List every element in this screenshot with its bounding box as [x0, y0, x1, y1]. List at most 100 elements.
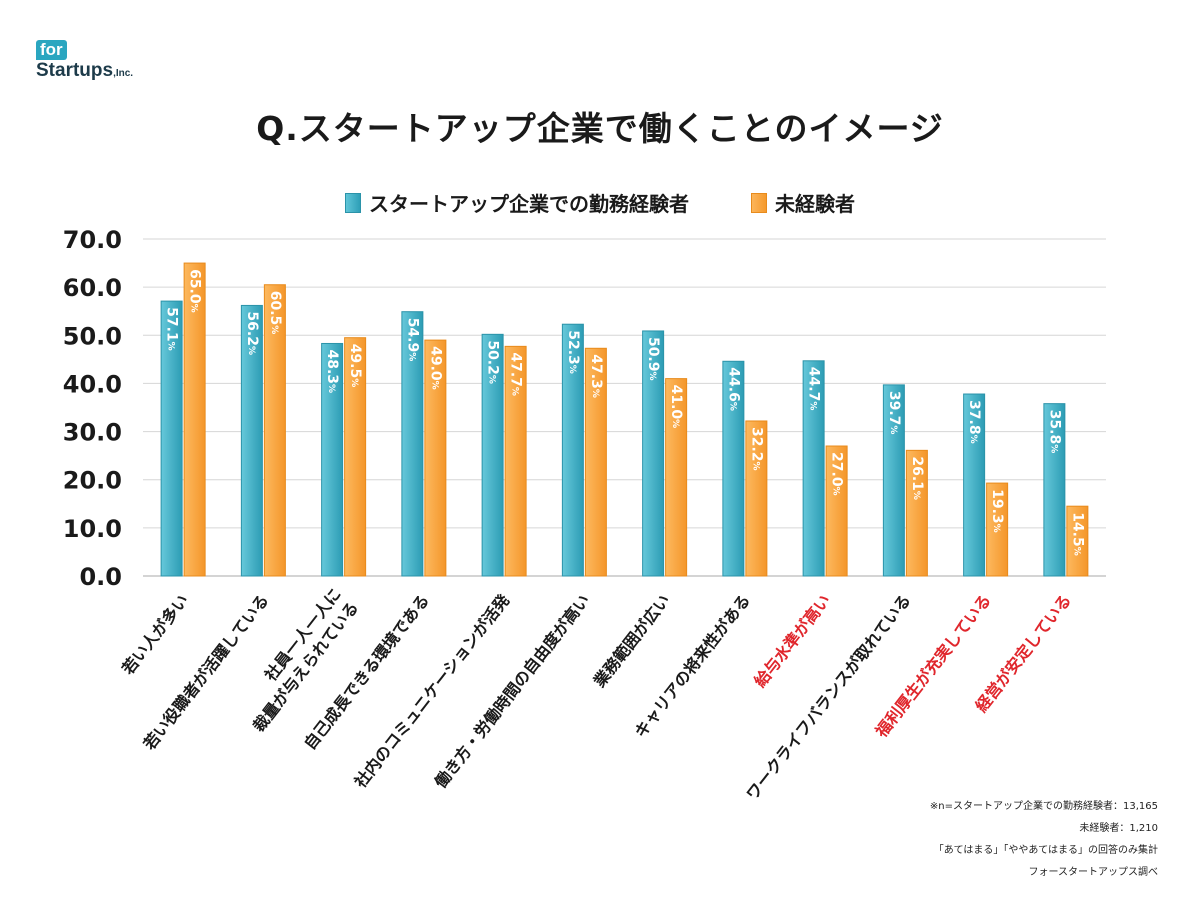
data-label: 47.7%	[508, 352, 524, 396]
x-category-label-line: 働き方・労働時間の自由度が高い	[430, 591, 593, 793]
data-label: 39.7%	[886, 391, 902, 435]
data-label: 60.5%	[267, 291, 283, 335]
y-tick-label: 40.0	[63, 370, 122, 398]
data-label: 14.5%	[1069, 512, 1085, 556]
data-label-value: 57.1	[164, 307, 180, 342]
data-label: 44.6%	[725, 367, 741, 411]
data-label: 65.0%	[187, 269, 203, 313]
data-label-unit: %	[189, 304, 199, 313]
logo-suffix: ,Inc.	[113, 68, 134, 79]
bar-experienced	[160, 300, 183, 577]
legend-label-experienced: スタートアップ企業での勤務経験者	[369, 192, 689, 216]
bar-experienced	[802, 360, 825, 577]
bar-experienced	[561, 323, 584, 577]
data-label: 56.2%	[244, 311, 260, 355]
data-label: 37.8%	[966, 400, 982, 444]
data-label: 47.3%	[588, 354, 604, 398]
chart-title: Q.スタートアップ企業で働くことのイメージ	[256, 109, 944, 148]
company-logo: for Startups,Inc.	[36, 40, 133, 84]
x-category-label-line: 給与水準が高い	[750, 591, 834, 691]
data-label-unit: %	[831, 487, 841, 496]
data-label-unit: %	[327, 384, 337, 393]
data-label-value: 37.8	[966, 400, 982, 435]
legend-swatch-teal	[345, 192, 361, 213]
y-tick-label: 60.0	[63, 274, 122, 302]
data-label-unit: %	[888, 425, 898, 434]
data-label-value: 44.6	[725, 367, 741, 402]
data-label-value: 19.3	[989, 489, 1005, 524]
bar-inexperienced	[1066, 505, 1089, 577]
data-label-unit: %	[350, 378, 360, 387]
bar-experienced	[481, 333, 504, 577]
legend-swatch-orange	[751, 192, 767, 213]
legend-label-inexperienced: 未経験者	[775, 192, 855, 216]
data-label-unit: %	[648, 371, 658, 380]
y-tick-label: 30.0	[63, 419, 122, 447]
data-label: 54.9%	[404, 318, 420, 362]
data-label-value: 47.3	[588, 354, 604, 389]
bar-inexperienced	[504, 345, 527, 577]
data-label-value: 56.2	[244, 311, 260, 346]
data-label-unit: %	[969, 435, 979, 444]
data-label: 27.0%	[829, 452, 845, 496]
x-category-label: 給与水準が高い	[750, 591, 834, 691]
logo-badge: for	[36, 40, 67, 60]
data-label-value: 35.8	[1046, 410, 1062, 445]
data-label-value: 49.5	[347, 344, 363, 379]
data-label: 49.5%	[347, 344, 363, 388]
legend-item-inexperienced: 未経験者	[751, 188, 855, 217]
x-category-label: 働き方・労働時間の自由度が高い	[430, 591, 593, 793]
data-label: 26.1%	[909, 456, 925, 500]
data-label-unit: %	[1072, 547, 1082, 556]
data-label-unit: %	[430, 381, 440, 390]
data-label-value: 49.0	[427, 346, 443, 381]
bar-inexperienced	[424, 339, 447, 577]
data-label-value: 60.5	[267, 291, 283, 326]
data-label: 50.2%	[485, 340, 501, 384]
data-label-value: 32.2	[748, 427, 764, 462]
data-label-value: 39.7	[886, 391, 902, 426]
data-label: 48.3%	[324, 349, 340, 393]
data-label-unit: %	[1049, 444, 1059, 453]
data-label-value: 48.3	[324, 349, 340, 384]
data-label: 49.0%	[427, 346, 443, 390]
bar-inexperienced	[825, 445, 848, 577]
data-label-unit: %	[728, 402, 738, 411]
bar-inexperienced	[745, 420, 768, 577]
bar-inexperienced	[183, 262, 206, 577]
y-tick-label: 0.0	[79, 563, 122, 591]
x-category-label-line: 業務範囲が広い	[589, 591, 674, 692]
data-label-value: 41.0	[668, 385, 684, 420]
data-label-unit: %	[246, 346, 256, 355]
x-category-label: 社内のコミュニケーションが活発	[350, 590, 514, 792]
data-label: 19.3%	[989, 489, 1005, 533]
x-category-label: ワークライフバランスが取れている	[742, 591, 914, 804]
bar-inexperienced	[344, 337, 367, 577]
bar-inexperienced	[986, 482, 1009, 577]
x-category-label: 業務範囲が広い	[589, 591, 674, 692]
data-label-unit: %	[269, 325, 279, 334]
bar-experienced	[321, 342, 344, 577]
data-label-value: 14.5	[1069, 512, 1085, 547]
bar-experienced	[642, 330, 665, 577]
bar-experienced	[882, 384, 905, 577]
data-label-value: 26.1	[909, 456, 925, 491]
data-label-value: 50.2	[485, 340, 501, 375]
data-label-unit: %	[751, 462, 761, 471]
footnotes: ※n=スタートアップ企業での勤務経験者：13,165 未経験者：1,210 「あ…	[930, 796, 1158, 884]
footnote-sample: ※n=スタートアップ企業での勤務経験者：13,165	[929, 801, 1158, 812]
legend-item-experienced: スタートアップ企業での勤務経験者	[345, 188, 689, 217]
data-label: 41.0%	[668, 385, 684, 429]
logo-name-text: Startups	[36, 60, 114, 81]
data-label-value: 27.0	[829, 452, 845, 487]
data-label: 35.8%	[1046, 410, 1062, 454]
y-tick-label: 10.0	[63, 515, 122, 543]
data-label-unit: %	[671, 419, 681, 428]
bar-inexperienced	[665, 378, 688, 577]
data-label-value: 47.7	[508, 352, 524, 387]
footnote-inexperienced: 未経験者：1,210	[1079, 823, 1158, 834]
chart-legend: スタートアップ企業での勤務経験者 未経験者	[0, 188, 1200, 217]
data-label-unit: %	[510, 387, 520, 396]
data-label-value: 50.9	[645, 337, 661, 372]
